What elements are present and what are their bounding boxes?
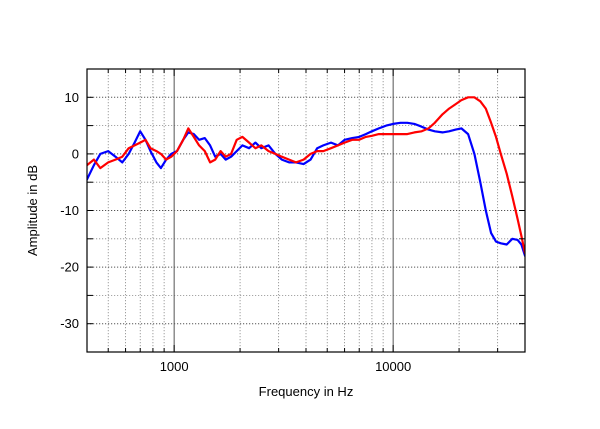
y-axis-label: Amplitude in dB bbox=[25, 165, 40, 256]
y-tick-label: -20 bbox=[60, 260, 79, 275]
y-tick-label: 10 bbox=[65, 90, 79, 105]
x-tick-label: 1000 bbox=[160, 359, 189, 374]
red-response-line bbox=[87, 96, 525, 255]
tick-marks bbox=[86, 69, 526, 352]
x-tick-label: 10000 bbox=[375, 359, 411, 374]
y-tick-label: 0 bbox=[72, 146, 79, 161]
y-tick-label: -10 bbox=[60, 203, 79, 218]
blue-response-line bbox=[87, 121, 525, 257]
x-axis-label: Frequency in Hz bbox=[259, 384, 354, 399]
series-layer bbox=[87, 96, 525, 257]
tick-labels: 1000 10000 10 0 -10 -20 -30 bbox=[60, 90, 411, 374]
y-tick-label: -30 bbox=[60, 316, 79, 331]
